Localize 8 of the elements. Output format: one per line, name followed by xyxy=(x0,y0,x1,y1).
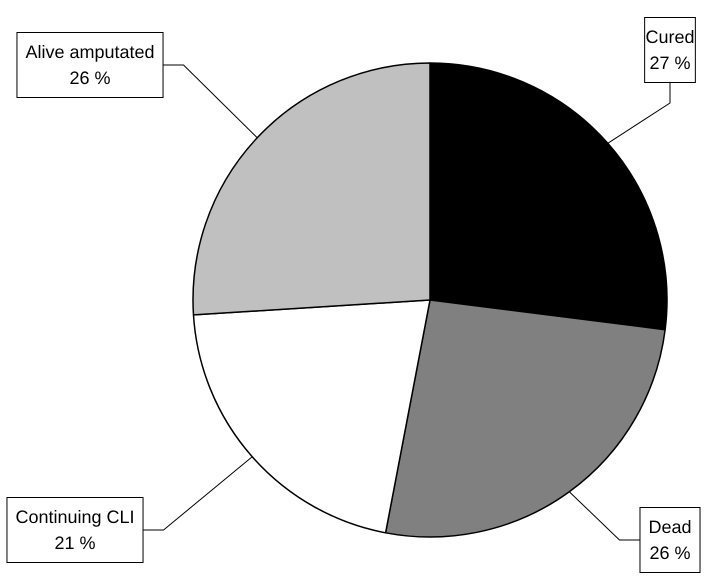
slice-label: Continuing CLI xyxy=(15,507,135,527)
data-label: 21 % xyxy=(54,533,96,553)
slice-label: Alive amputated xyxy=(25,42,155,62)
slice-label: Dead xyxy=(648,517,692,537)
slice-label: Cured xyxy=(645,27,695,47)
data-label: 26 % xyxy=(69,68,111,88)
data-label: 26 % xyxy=(649,543,691,563)
data-label: 27 % xyxy=(649,53,691,73)
